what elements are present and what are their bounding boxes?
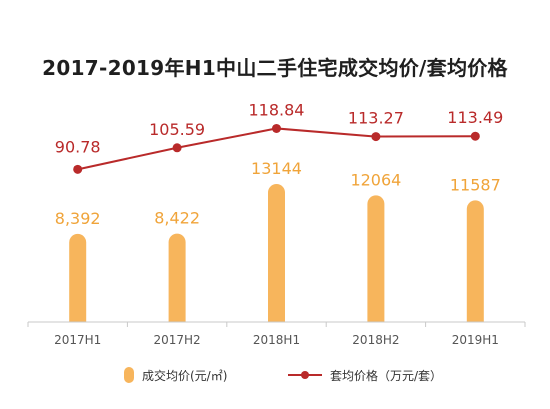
line-point-2019H1 bbox=[470, 131, 480, 141]
bar-2017H1 bbox=[69, 233, 87, 322]
bar-label-2017H2: 8,422 bbox=[154, 209, 200, 228]
line-point-2017H1 bbox=[73, 164, 83, 174]
legend-line-marker bbox=[301, 371, 309, 379]
x-tick-label-2017H1: 2017H1 bbox=[54, 333, 101, 347]
legend-line-label: 套均价格（万元/套） bbox=[330, 368, 442, 383]
bar-label-2018H2: 12064 bbox=[350, 170, 401, 189]
line-label-2017H1: 90.78 bbox=[55, 137, 101, 156]
chart-title: 2017-2019年H1中山二手住宅成交均价/套均价格 bbox=[42, 56, 508, 80]
bar-2017H2 bbox=[168, 233, 186, 322]
line-label-2018H1: 118.84 bbox=[249, 100, 305, 119]
bar-label-2018H1: 13144 bbox=[251, 159, 302, 178]
x-tick-label-2019H1: 2019H1 bbox=[452, 333, 499, 347]
bar-2018H2 bbox=[367, 195, 385, 322]
line-point-2018H1 bbox=[272, 123, 281, 133]
legend-bar-label: 成交均价(元/㎡) bbox=[142, 368, 227, 383]
line-point-2018H2 bbox=[371, 132, 381, 142]
bar-label-2017H1: 8,392 bbox=[55, 209, 101, 228]
line-label-2017H2: 105.59 bbox=[149, 120, 205, 139]
bar-2019H1 bbox=[466, 200, 484, 322]
legend-bar-swatch bbox=[124, 367, 134, 383]
line-label-2019H1: 113.49 bbox=[447, 108, 503, 127]
line-point-2017H2 bbox=[172, 143, 182, 153]
bar-label-2019H1: 11587 bbox=[450, 175, 501, 194]
line-label-2018H2: 113.27 bbox=[348, 109, 404, 128]
x-tick-label-2018H1: 2018H1 bbox=[253, 333, 300, 347]
x-tick-label-2018H2: 2018H2 bbox=[352, 333, 399, 347]
bar-2018H1 bbox=[268, 184, 285, 322]
x-tick-label-2017H2: 2017H2 bbox=[153, 333, 200, 347]
